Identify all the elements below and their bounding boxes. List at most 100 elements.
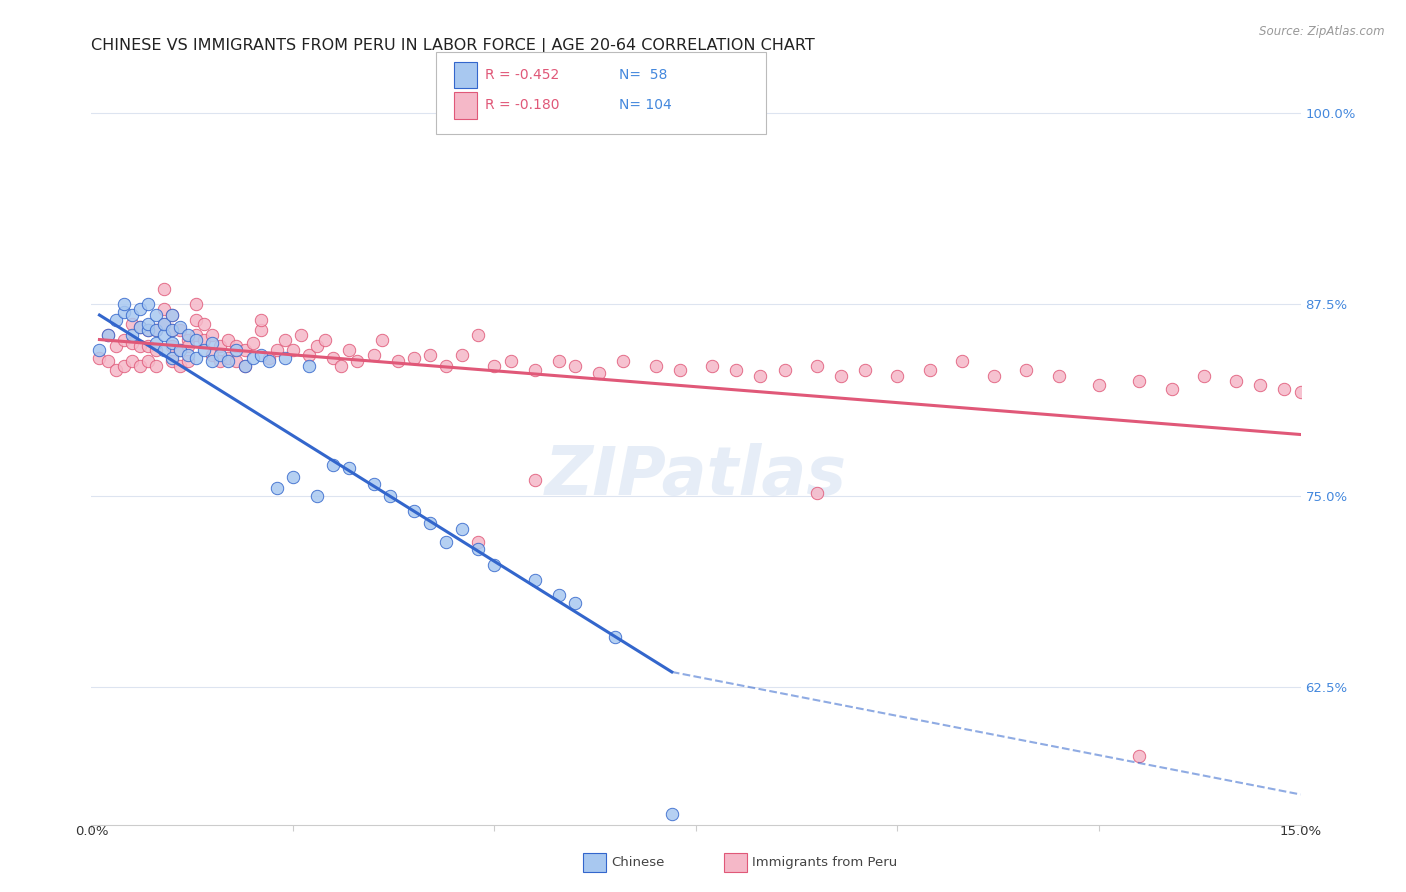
Text: Source: ZipAtlas.com: Source: ZipAtlas.com — [1260, 25, 1385, 38]
Point — [830, 369, 852, 384]
Point — [225, 339, 247, 353]
Point — [298, 359, 321, 373]
Point — [169, 359, 191, 373]
Point — [1289, 384, 1312, 399]
Point — [588, 366, 610, 380]
Point — [153, 282, 176, 296]
Text: CHINESE VS IMMIGRANTS FROM PERU IN LABOR FORCE | AGE 20-64 CORRELATION CHART: CHINESE VS IMMIGRANTS FROM PERU IN LABOR… — [91, 38, 815, 54]
Point — [112, 359, 135, 373]
Point — [363, 348, 385, 362]
Point — [242, 335, 264, 350]
Point — [612, 354, 634, 368]
Point — [1249, 378, 1271, 392]
Point — [298, 348, 321, 362]
Point — [145, 323, 167, 337]
Point — [1015, 363, 1038, 377]
Point — [419, 348, 441, 362]
Point — [484, 558, 506, 572]
Point — [548, 588, 571, 602]
Point — [700, 359, 723, 373]
Point — [281, 470, 304, 484]
Point — [242, 351, 264, 365]
Point — [249, 323, 271, 337]
Point — [96, 354, 118, 368]
Point — [177, 354, 200, 368]
Point — [451, 348, 474, 362]
Point — [121, 317, 143, 331]
Point — [523, 573, 546, 587]
Point — [434, 359, 457, 373]
Text: ZIPatlas: ZIPatlas — [546, 443, 846, 509]
Point — [337, 461, 360, 475]
Point — [112, 297, 135, 311]
Point — [209, 348, 232, 362]
Point — [257, 351, 280, 365]
Point — [160, 323, 183, 337]
Point — [378, 489, 401, 503]
Point — [217, 333, 239, 347]
Point — [145, 323, 167, 337]
Point — [853, 363, 876, 377]
Point — [370, 333, 392, 347]
Point — [128, 339, 150, 353]
Text: 0.0%: 0.0% — [75, 825, 108, 838]
Point — [160, 335, 183, 350]
Point — [160, 308, 183, 322]
Text: Chinese: Chinese — [612, 856, 665, 869]
Point — [177, 339, 200, 353]
Point — [950, 354, 973, 368]
Point — [177, 328, 200, 343]
Text: N= 104: N= 104 — [619, 98, 672, 112]
Point — [89, 351, 111, 365]
Point — [136, 323, 159, 337]
Point — [387, 354, 409, 368]
Point — [1225, 374, 1247, 388]
Point — [160, 351, 183, 365]
Point — [169, 343, 191, 358]
Text: R = -0.180: R = -0.180 — [485, 98, 560, 112]
Point — [186, 351, 208, 365]
Point — [96, 328, 118, 343]
Point — [314, 333, 336, 347]
Point — [121, 308, 143, 322]
Point — [1160, 382, 1182, 396]
Point — [136, 297, 159, 311]
Point — [983, 369, 1005, 384]
Point — [337, 343, 360, 358]
Point — [153, 343, 176, 358]
Point — [169, 323, 191, 337]
Point — [307, 489, 329, 503]
Point — [186, 333, 208, 347]
Point — [112, 305, 135, 319]
Point — [160, 308, 183, 322]
Point — [725, 363, 748, 377]
Point — [186, 328, 208, 343]
Point — [104, 339, 127, 353]
Point — [1274, 382, 1296, 396]
Point — [274, 351, 297, 365]
Point — [402, 504, 425, 518]
Text: R = -0.452: R = -0.452 — [485, 68, 560, 82]
Point — [363, 476, 385, 491]
Point — [886, 369, 908, 384]
Point — [217, 351, 239, 365]
Text: N=  58: N= 58 — [619, 68, 666, 82]
Point — [201, 348, 224, 362]
Point — [121, 328, 143, 343]
Point — [1088, 378, 1111, 392]
Point — [225, 343, 247, 358]
Point — [128, 301, 150, 316]
Point — [153, 301, 176, 316]
Text: Immigrants from Peru: Immigrants from Peru — [752, 856, 897, 869]
Point — [193, 317, 215, 331]
Point — [564, 359, 586, 373]
Point — [1192, 369, 1215, 384]
Point — [177, 333, 200, 347]
Point — [186, 312, 208, 326]
Point — [266, 481, 288, 495]
Point — [136, 354, 159, 368]
Point — [523, 474, 546, 488]
Point — [153, 317, 176, 331]
Point — [451, 523, 474, 537]
Point — [434, 534, 457, 549]
